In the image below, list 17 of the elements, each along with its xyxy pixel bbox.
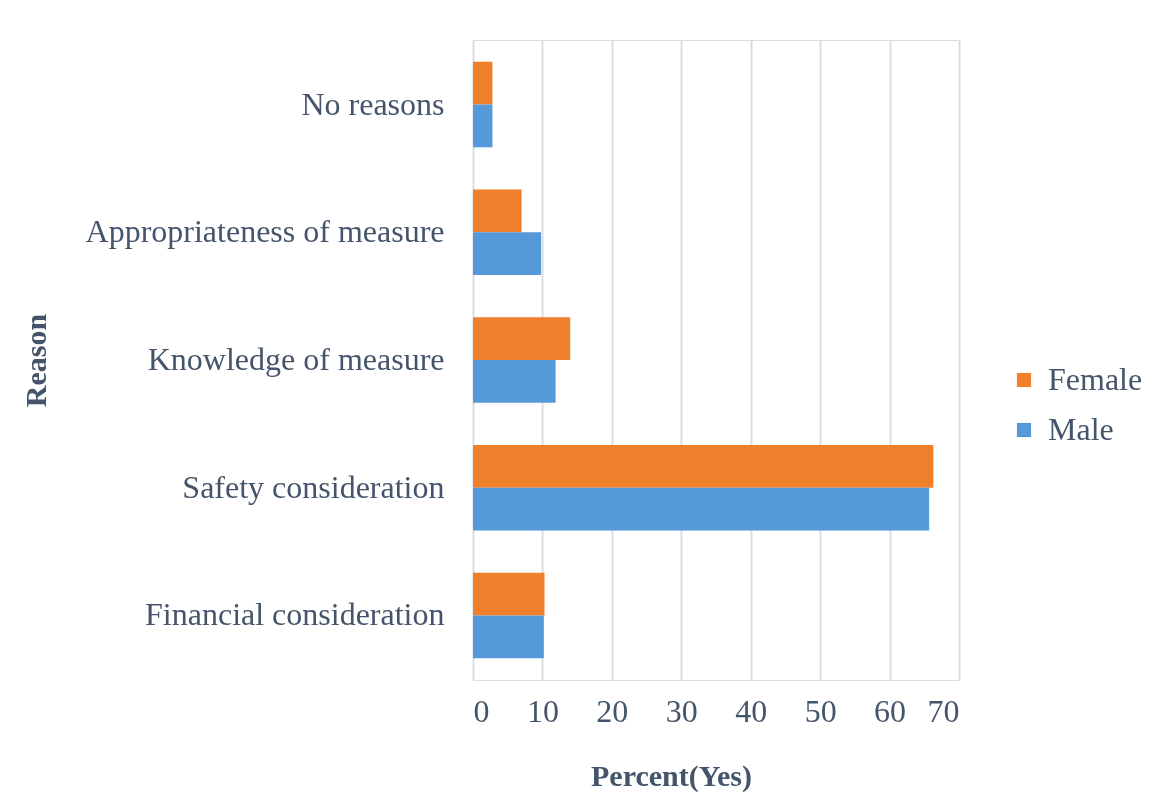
legend-label: Female [1048,361,1143,397]
x-tick-label: 10 [526,692,559,729]
x-tick-label: 60 [874,692,907,729]
y-tick-label: Financial consideration [145,596,445,633]
x-axis-title: Percent(Yes) [590,758,753,793]
y-axis-title: Reason [18,313,52,408]
y-tick-label: Knowledge of measure [147,341,445,377]
x-tick-label: 50 [804,692,837,729]
y-tick-label: No reasons [301,85,445,122]
y-tick-label: Safety consideration [182,468,445,505]
x-tick-label: 70 [927,692,960,729]
x-tick-label: 20 [596,692,629,729]
x-tick-label: 40 [735,692,768,729]
legend-label: Male [1048,411,1114,447]
x-tick-label: 0 [473,692,490,729]
x-tick-label: 30 [665,692,698,729]
y-tick-label: Appropriateness of measure [85,213,445,250]
